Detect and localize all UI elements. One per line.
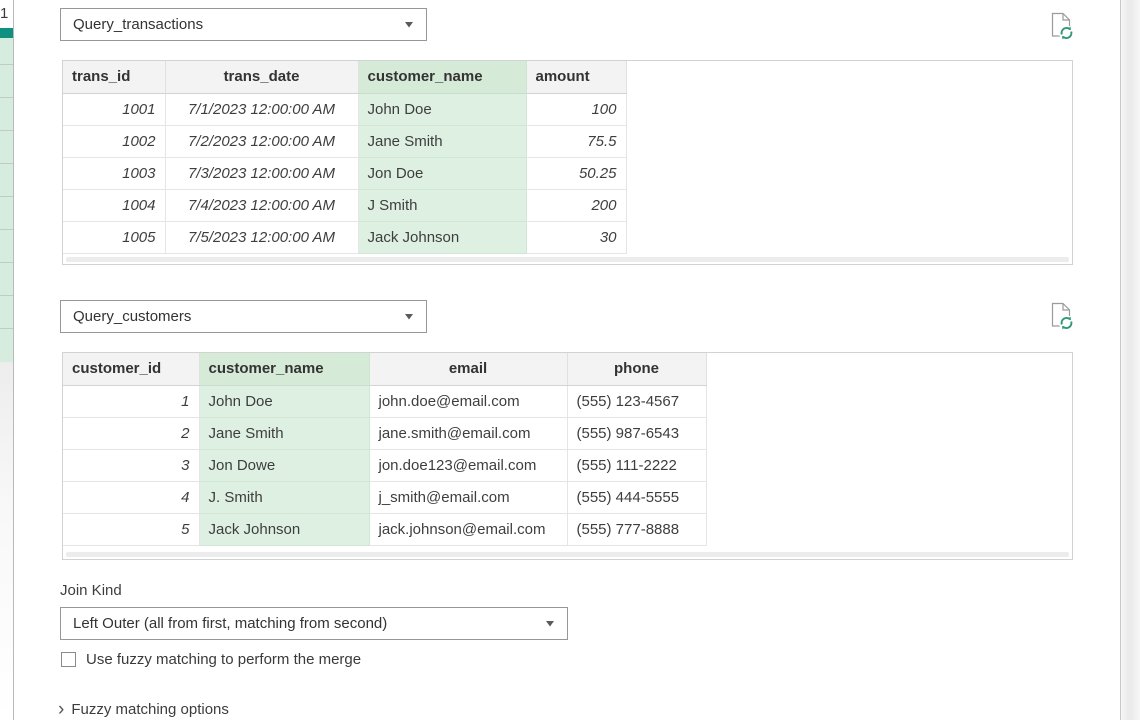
column-header-phone[interactable]: phone — [567, 353, 707, 386]
table-row: 3 Jon Dowe jon.doe123@email.com (555) 111-2… — [63, 449, 707, 482]
cell: J. Smith — [199, 481, 370, 514]
horizontal-scrollbar[interactable] — [66, 552, 1069, 557]
cell: (555) 987-6543 — [567, 417, 707, 450]
cell: (555) 111-2222 — [567, 449, 707, 482]
worksheet-selection-accent — [0, 28, 13, 38]
join-kind-dropdown-value: Left Outer (all from first, matching fro… — [73, 615, 388, 632]
fuzzy-matching-options-label: Fuzzy matching options — [71, 701, 229, 718]
fuzzy-matching-options-expander[interactable]: › Fuzzy matching options — [58, 699, 229, 720]
chevron-down-icon — [546, 620, 554, 626]
cell: 3 — [63, 449, 200, 482]
second-query-dropdown[interactable]: Query_customers — [60, 300, 427, 333]
table-row: 4 J. Smith j_smith@email.com (555) 444-5555 — [63, 481, 707, 514]
column-header-trans_id[interactable]: trans_id — [63, 61, 166, 94]
cell: 50.25 — [526, 157, 627, 190]
cell: j_smith@email.com — [369, 481, 568, 514]
column-header-customer_name[interactable]: customer_name — [358, 61, 527, 94]
first-query-dropdown[interactable]: Query_transactions — [60, 8, 427, 41]
table-row: 1005 7/5/2023 12:00:00 AM Jack Johnson 30 — [63, 221, 627, 254]
cell: 1001 — [63, 93, 166, 126]
cell: John Doe — [358, 93, 527, 126]
cell: jon.doe123@email.com — [369, 449, 568, 482]
cell: (555) 777-8888 — [567, 513, 707, 546]
refresh-icon — [1051, 302, 1074, 331]
cell: 7/4/2023 12:00:00 AM — [165, 189, 359, 222]
cell: J Smith — [358, 189, 527, 222]
cell: (555) 123-4567 — [567, 385, 707, 418]
cell: 1005 — [63, 221, 166, 254]
table-row: 1 John Doe john.doe@email.com (555) 123-456… — [63, 385, 707, 418]
chevron-right-icon: › — [58, 699, 65, 720]
refresh-second-preview-button[interactable] — [1048, 301, 1076, 331]
cell: john.doe@email.com — [369, 385, 568, 418]
worksheet-row-number: 1 — [0, 5, 9, 22]
transactions-table: trans_id trans_date customer_name amount 100… — [63, 61, 627, 254]
join-kind-dropdown[interactable]: Left Outer (all from first, matching fro… — [60, 607, 568, 640]
column-header-email[interactable]: email — [369, 353, 568, 386]
cell: Jon Doe — [358, 157, 527, 190]
cell: jack.johnson@email.com — [369, 513, 568, 546]
cell: Jack Johnson — [199, 513, 370, 546]
cell: 1004 — [63, 189, 166, 222]
cell: Jack Johnson — [358, 221, 527, 254]
transactions-preview-grid: trans_id trans_date customer_name amount 100… — [62, 60, 1073, 265]
chevron-down-icon — [405, 21, 413, 27]
cell: Jon Dowe — [199, 449, 370, 482]
column-header-amount[interactable]: amount — [526, 61, 627, 94]
cell: John Doe — [199, 385, 370, 418]
table-row: 1002 7/2/2023 12:00:00 AM Jane Smith 75.5 — [63, 125, 627, 158]
use-fuzzy-matching-row[interactable]: Use fuzzy matching to perform the merge — [61, 651, 361, 668]
table-row: 1003 7/3/2023 12:00:00 AM Jon Doe 50.25 — [63, 157, 627, 190]
refresh-icon — [1051, 12, 1074, 41]
cell: 7/3/2023 12:00:00 AM — [165, 157, 359, 190]
worksheet-cells — [0, 38, 13, 362]
cell: 100 — [526, 93, 627, 126]
cell: 7/5/2023 12:00:00 AM — [165, 221, 359, 254]
table-row: 1001 7/1/2023 12:00:00 AM John Doe 100 — [63, 93, 627, 126]
column-header-customer_name[interactable]: customer_name — [199, 353, 370, 386]
customers-preview-grid: customer_id customer_name email phone 1 John … — [62, 352, 1073, 560]
chevron-down-icon — [405, 313, 413, 319]
cell: 2 — [63, 417, 200, 450]
worksheet-shade — [0, 362, 13, 720]
fuzzy-matching-checkbox[interactable] — [61, 652, 76, 667]
horizontal-scrollbar[interactable] — [66, 257, 1069, 262]
cell: 5 — [63, 513, 200, 546]
first-query-dropdown-value: Query_transactions — [73, 16, 204, 33]
window-scrollbar[interactable] — [1120, 0, 1140, 720]
cell: Jane Smith — [358, 125, 527, 158]
cell: 200 — [526, 189, 627, 222]
customers-table: customer_id customer_name email phone 1 John … — [63, 353, 707, 546]
column-header-trans_date[interactable]: trans_date — [165, 61, 359, 94]
cell: 7/1/2023 12:00:00 AM — [165, 93, 359, 126]
table-row: 2 Jane Smith jane.smith@email.com (555) 987… — [63, 417, 707, 450]
cell: 1 — [63, 385, 200, 418]
worksheet-edge: 1 — [0, 0, 14, 720]
cell: Jane Smith — [199, 417, 370, 450]
second-query-dropdown-value: Query_customers — [73, 308, 192, 325]
cell: 30 — [526, 221, 627, 254]
table-row: 1004 7/4/2023 12:00:00 AM J Smith 200 — [63, 189, 627, 222]
cell: 1002 — [63, 125, 166, 158]
cell: 4 — [63, 481, 200, 514]
cell: 1003 — [63, 157, 166, 190]
cell: (555) 444-5555 — [567, 481, 707, 514]
column-header-customer_id[interactable]: customer_id — [63, 353, 200, 386]
fuzzy-matching-checkbox-label: Use fuzzy matching to perform the merge — [86, 651, 362, 668]
cell: jane.smith@email.com — [369, 417, 568, 450]
refresh-first-preview-button[interactable] — [1048, 11, 1076, 41]
cell: 75.5 — [526, 125, 627, 158]
join-kind-label: Join Kind — [60, 582, 122, 599]
cell: 7/2/2023 12:00:00 AM — [165, 125, 359, 158]
table-row: 5 Jack Johnson jack.johnson@email.com (555)… — [63, 513, 707, 546]
